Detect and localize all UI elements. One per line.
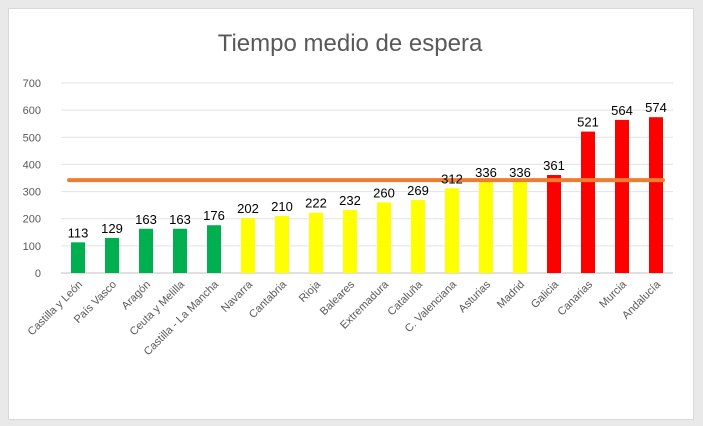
data-label-7: 210: [271, 199, 293, 214]
category-label-17: Murcia: [597, 278, 629, 310]
y-tick-label-100: 100: [23, 241, 41, 253]
data-label-12: 312: [441, 171, 463, 186]
bar-17: [615, 119, 629, 274]
data-label-2: 129: [101, 221, 123, 236]
category-label-14: Madrid: [495, 279, 527, 311]
category-label-3: Aragón: [120, 279, 154, 313]
category-label-13: Asturias: [457, 278, 494, 315]
data-label-14: 336: [509, 165, 531, 180]
data-label-6: 202: [237, 201, 259, 216]
category-label-15: Galicia: [529, 278, 562, 311]
chart-card: Tiempo medio de espera 0 100 200 300 400 500 6…: [8, 8, 694, 420]
y-tick-label-500: 500: [23, 132, 41, 144]
bar-15: [547, 175, 561, 273]
data-label-8: 222: [305, 196, 327, 211]
bar-12: [445, 188, 459, 273]
bar-18: [649, 117, 663, 273]
chart-title: Tiempo medio de espera: [218, 30, 483, 57]
data-label-5: 176: [203, 208, 225, 223]
data-label-1: 113: [68, 225, 89, 240]
category-label-7: Cantabria: [247, 278, 290, 321]
data-label-10: 260: [373, 185, 395, 200]
data-label-17: 564: [611, 103, 633, 118]
bar-10: [377, 202, 391, 273]
category-label-1: Castilla y León: [26, 279, 86, 339]
data-labels: 113 129 163 163 176 202 210 222 232 260 269 312 336 3…: [68, 100, 667, 240]
bar-5: [207, 225, 221, 273]
data-label-9: 232: [339, 193, 361, 208]
bar-1: [71, 242, 85, 273]
y-tick-label-700: 700: [23, 78, 41, 90]
bar-9: [343, 210, 357, 273]
y-tick-label-600: 600: [23, 105, 41, 117]
category-label-18: Andalucía: [620, 278, 664, 322]
bar-16: [581, 131, 595, 273]
data-label-18: 574: [645, 100, 667, 115]
bar-6: [241, 218, 255, 273]
bar-14: [513, 181, 527, 273]
bar-4: [173, 228, 187, 273]
category-label-16: Canarias: [556, 278, 596, 318]
gridlines: [61, 82, 673, 274]
y-tick-label-0: 0: [35, 268, 41, 280]
bar-3: [139, 228, 153, 273]
y-tick-label-400: 400: [23, 159, 41, 171]
data-label-16: 521: [577, 115, 599, 130]
data-label-3: 163: [135, 212, 157, 227]
bar-11: [411, 199, 425, 273]
bar-8: [309, 212, 323, 273]
bar-2: [105, 237, 119, 273]
bars: [71, 117, 663, 274]
bar-13: [479, 181, 493, 273]
y-tick-label-300: 300: [23, 187, 41, 199]
data-label-11: 269: [407, 183, 429, 198]
bar-chart: Tiempo medio de espera 0 100 200 300 400 500 6…: [23, 30, 673, 358]
y-axis-ticks: 0 100 200 300 400 500 600 700: [23, 78, 41, 280]
y-tick-label-200: 200: [23, 214, 41, 226]
category-label-8: Rioja: [297, 278, 324, 305]
data-label-15: 361: [543, 158, 565, 173]
bar-7: [275, 216, 289, 273]
data-label-13: 336: [475, 165, 497, 180]
data-label-4: 163: [169, 212, 191, 227]
